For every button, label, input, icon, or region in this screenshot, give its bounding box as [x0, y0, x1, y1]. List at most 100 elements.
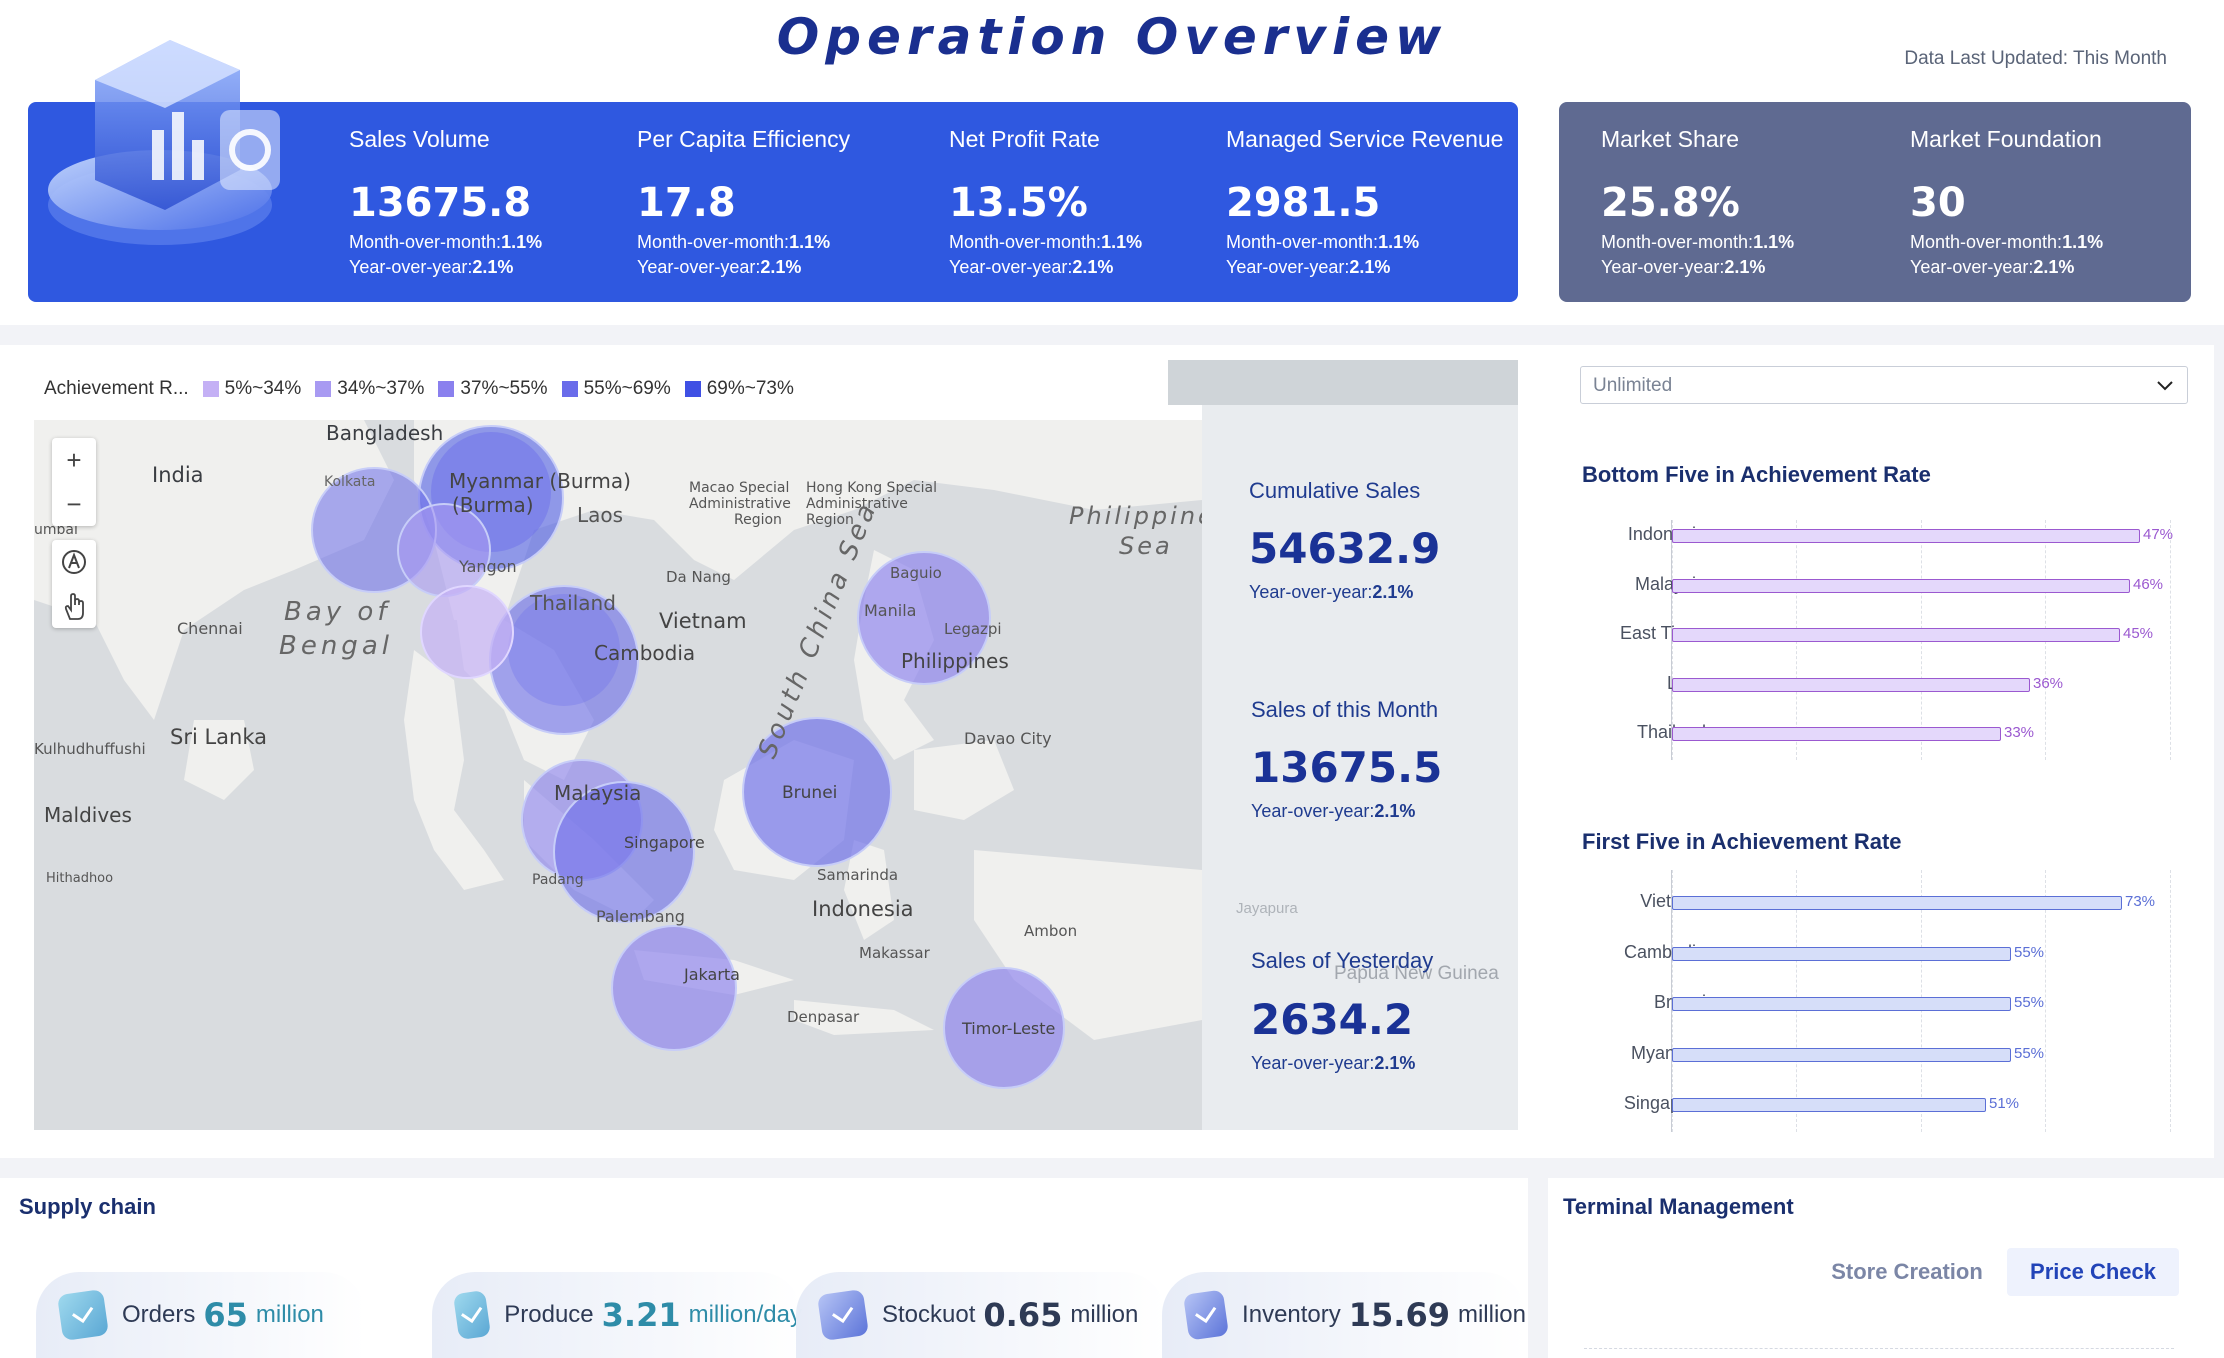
svg-text:Denpasar: Denpasar [787, 1008, 860, 1026]
stat-cumulative-yoy: Year-over-year:2.1% [1249, 582, 1414, 602]
zoom-out-button[interactable]: − [66, 488, 82, 519]
supply-orders[interactable]: Orders 65 million [36, 1272, 366, 1358]
svg-text:Legazpi: Legazpi [944, 620, 1002, 638]
svg-text:Cambodia: Cambodia [594, 641, 695, 665]
region-select[interactable]: Unlimited [1580, 366, 2188, 404]
bar [1672, 727, 2001, 741]
stat-month-yoy: Year-over-year:2.1% [1251, 801, 1416, 821]
kpi-yoy: Year-over-year:2.1% [637, 257, 802, 277]
svg-text:Timor-Leste: Timor-Leste [961, 1019, 1055, 1038]
terminal-chart-gridline [1584, 1348, 2174, 1349]
bar-row[interactable]: Vietnam73% [1545, 888, 2185, 918]
legend-item[interactable]: 34%~37% [315, 378, 424, 400]
ranking-panel [1545, 345, 2214, 1158]
supply-inventory[interactable]: Inventory 15.69 million [1162, 1272, 1526, 1358]
bar-row[interactable]: Brunei55% [1545, 989, 2185, 1019]
legend-swatch [438, 381, 455, 397]
bar [1672, 997, 2011, 1011]
bar-value-label: 45% [2123, 625, 2154, 642]
svg-text:Administrative: Administrative [689, 496, 791, 512]
supply-chain-title: Supply chain [19, 1194, 156, 1219]
svg-text:Malaysia: Malaysia [554, 781, 641, 805]
bottom-five-title: Bottom Five in Achievement Rate [1582, 462, 1931, 487]
svg-text:Chennai: Chennai [177, 619, 243, 638]
supply-stockout[interactable]: Stockuot 0.65 million [796, 1272, 1166, 1358]
kpi-title: Managed Service Revenue [1226, 126, 1504, 152]
kpi-yoy: Year-over-year:2.1% [1910, 257, 2075, 277]
svg-text:Sri Lanka: Sri Lanka [170, 725, 267, 749]
kpi-value: 25.8% [1601, 180, 1740, 226]
legend-item[interactable]: 5%~34% [202, 378, 301, 400]
map-faded-label-2: Jayapura [1236, 900, 1298, 917]
legend-item[interactable]: 37%~55% [438, 378, 548, 400]
stat-cumulative-value: 54632.9 [1249, 524, 1441, 573]
kpi-title: Net Profit Rate [949, 126, 1100, 152]
legend-swatch [315, 381, 332, 397]
bar-row[interactable]: Cambodia 55% [1545, 939, 2185, 969]
zoom-in-button[interactable]: + [66, 444, 82, 475]
legend-item[interactable]: 55%~69% [561, 378, 671, 400]
grid-line [2045, 870, 2046, 1132]
svg-text:Jakarta: Jakarta [683, 965, 740, 984]
bar [1672, 1047, 2011, 1062]
tab-price-check[interactable]: Price Check [2007, 1248, 2179, 1296]
svg-text:Hong Kong Special: Hong Kong Special [806, 480, 937, 496]
legend-title: Achievement R... [44, 378, 189, 399]
stat-yesterday-value: 2634.2 [1251, 995, 1414, 1044]
supply-produce[interactable]: Produce 3.21 million/day [432, 1272, 802, 1358]
zoom-controls: + − [52, 438, 96, 526]
map-canvas[interactable]: India Bangladesh Kolkata Myanmar (Burma)… [34, 420, 1202, 1130]
svg-text:Laos: Laos [577, 503, 623, 527]
legend-item[interactable]: 69%~73% [684, 378, 794, 400]
tab-store-creation[interactable]: Store Creation [1831, 1259, 1983, 1284]
kpi-panel-secondary [1559, 102, 2191, 302]
bar [1672, 1098, 1986, 1112]
last-updated-text: Data Last Updated: This Month [1904, 48, 2167, 69]
grid-line [2170, 520, 2171, 760]
first-five-title: First Five in Achievement Rate [1582, 829, 1902, 854]
bar-row[interactable]: East Timor 45% [1545, 620, 2185, 650]
bar [1672, 896, 2122, 910]
bar-value-label: 47% [2143, 526, 2174, 543]
svg-text:Samarinda: Samarinda [817, 866, 898, 884]
bar-row[interactable]: Myanmar 55% [1545, 1040, 2185, 1070]
kpi-yoy: Year-over-year:2.1% [349, 257, 514, 277]
bar-row[interactable]: Indonesia 47% [1545, 521, 2185, 551]
bubble-layer [311, 425, 1065, 1089]
svg-text:India: India [152, 463, 204, 487]
svg-text:Kulhudhuffushi: Kulhudhuffushi [34, 740, 146, 758]
stat-cumulative-label: Cumulative Sales [1249, 478, 1421, 503]
bar-value-label: 73% [2125, 893, 2156, 910]
kpi-yoy: Year-over-year:2.1% [1601, 257, 1766, 277]
bar [1672, 946, 2011, 961]
svg-text:Makassar: Makassar [859, 944, 931, 962]
bar-value-label: 33% [2004, 724, 2035, 741]
bar-row[interactable]: Singapore 51% [1545, 1090, 2185, 1120]
bar [1672, 677, 2030, 692]
svg-text:Sea: Sea [1119, 532, 1173, 560]
pan-hand-icon[interactable] [52, 584, 96, 628]
map-legend: Achievement R... 5%~34% 34%~37% 37%~55% … [44, 378, 794, 400]
kpi-mom: Month-over-month:1.1% [1601, 232, 1795, 252]
page-title: Operation Overview [776, 8, 1448, 66]
svg-text:Philippines: Philippines [901, 649, 1009, 673]
bar-row[interactable]: Laos36% [1545, 670, 2185, 700]
bar-row[interactable]: Thailand33% [1545, 719, 2185, 749]
bar [1672, 529, 2140, 543]
kpi-mom: Month-over-month:1.1% [1226, 232, 1420, 252]
svg-text:Maldives: Maldives [44, 803, 132, 827]
sales-stats-overlay [1202, 405, 1518, 1130]
legend-swatch [684, 381, 701, 397]
svg-text:Padang: Padang [532, 872, 584, 888]
legend-swatch [202, 381, 219, 397]
svg-text:Baguio: Baguio [890, 564, 942, 582]
region-map[interactable]: India Bangladesh Kolkata Myanmar (Burma)… [34, 420, 1202, 1130]
check-box-icon [817, 1289, 869, 1341]
kpi-value: 13.5% [949, 180, 1088, 226]
dashboard-3d-icon [48, 40, 280, 245]
stat-yesterday-label: Sales of Yesterday [1251, 948, 1434, 973]
bar-row[interactable]: Malaysia 46% [1545, 571, 2185, 601]
compass-reset-icon[interactable] [52, 540, 96, 584]
svg-text:Indonesia: Indonesia [812, 897, 914, 921]
bar [1672, 628, 2120, 642]
